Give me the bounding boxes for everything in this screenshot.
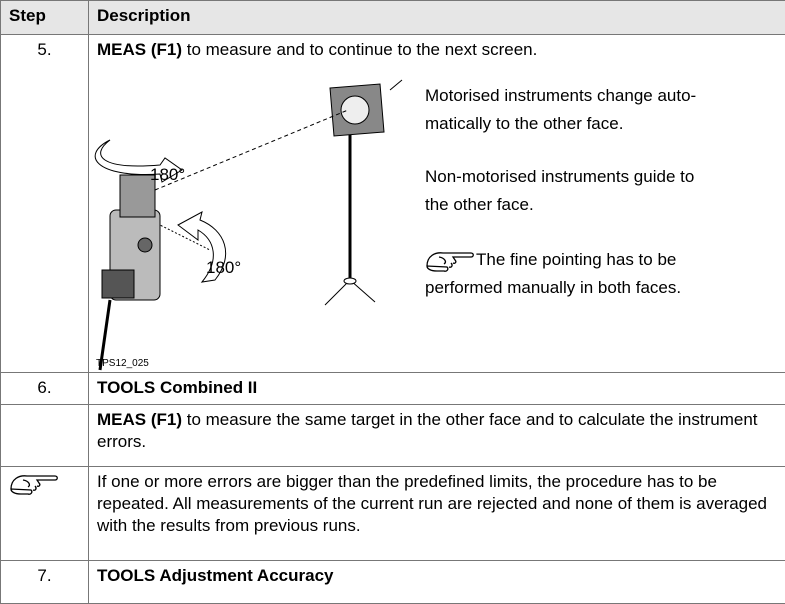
note-line: matically to the other face. [425,110,696,138]
step: 5. [1,35,89,373]
description: If one or more errors are bigger than th… [89,467,785,561]
hint: performed manually in both faces. [425,274,681,302]
description: MEAS (F1) to measure the same target in … [89,405,785,467]
row: If one or more errors are bigger than th… [1,467,785,561]
angle-label: 180° [150,165,185,185]
note-line: the other face. [425,191,694,219]
step [1,467,89,561]
row: MEAS (F1) to measure the same target in … [1,405,785,467]
text: to measure the same target in the other … [97,410,758,451]
header-row: Step Description [1,1,785,35]
note-line: Motorised instruments change auto- [425,82,696,110]
command: TOOLS Combined II [97,378,257,397]
row: 6. TOOLS Combined II [1,373,785,405]
description: TOOLS Adjustment Accuracy [89,561,785,604]
description: TOOLS Combined II [89,373,785,405]
header-cell: Description [89,1,785,35]
note: Motorised instruments change auto- matic… [425,82,696,138]
row: 7. TOOLS Adjustment Accuracy [1,561,785,604]
note-line: Non-motorised instruments guide to [425,163,694,191]
step: 6. [1,373,89,405]
hint: The fine pointing has to be [476,246,676,274]
command: TOOLS Adjustment Accuracy [97,566,333,585]
hint-icon [425,248,475,274]
text: If one or more errors are bigger than th… [97,472,767,535]
step: 7. [1,561,89,604]
step [1,405,89,467]
note: Non-motorised instruments guide to the o… [425,163,694,219]
angle-label: 180° [206,258,241,278]
hint-icon [9,471,59,497]
header-cell: Step [1,1,89,35]
command: MEAS (F1) [97,410,182,429]
text: to measure and to continue to the next s… [182,40,537,59]
illustration [90,70,420,372]
figure-id: TPS12_025 [96,358,149,369]
command: MEAS (F1) [97,40,182,59]
